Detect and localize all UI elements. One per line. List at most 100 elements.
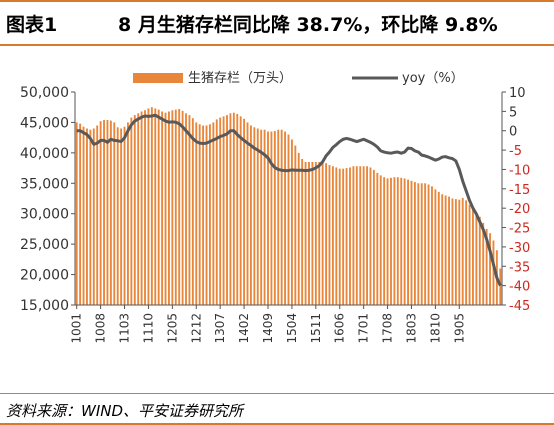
- bar-25: [161, 111, 164, 305]
- bar-78: [342, 168, 345, 305]
- bar-22: [150, 107, 153, 306]
- bar-101: [420, 183, 423, 305]
- bar-38: [205, 125, 208, 305]
- bar-79: [345, 168, 348, 305]
- bar-35: [195, 122, 198, 306]
- chart: 生猪存栏（万头） yoy（%） 15,000 20,000 25,000 30,000…: [20, 71, 530, 344]
- bar-86: [369, 167, 372, 305]
- bar-41: [215, 119, 218, 305]
- legend-line-label: yoy（%）: [402, 71, 464, 86]
- bar-108: [444, 195, 447, 305]
- bar-49: [243, 118, 246, 305]
- x-tick-label-2: 1103: [118, 313, 132, 344]
- y-left-tick-label-6: 45,000: [20, 115, 69, 131]
- bar-89: [379, 175, 382, 305]
- x-tick-label-12: 1701: [357, 313, 371, 344]
- bar-122: [492, 240, 495, 305]
- bar-114: [465, 200, 468, 305]
- bar-54: [260, 129, 263, 305]
- bar-60: [280, 129, 283, 305]
- bar-90: [383, 177, 386, 305]
- x-tick-label-11: 1606: [333, 313, 347, 344]
- y-right-tick-label-7: -10: [509, 163, 530, 178]
- x-tick-label-9: 1504: [285, 313, 299, 344]
- bar-58: [273, 130, 276, 305]
- bar-18: [137, 113, 140, 305]
- bar-88: [376, 172, 379, 305]
- bar-21: [147, 108, 150, 306]
- bar-47: [236, 113, 239, 305]
- x-tick-label-3: 1110: [141, 313, 155, 344]
- bar-103: [427, 184, 430, 305]
- bar-62: [287, 134, 290, 305]
- y-right-tick-label-10: 5: [509, 105, 517, 120]
- bar-115: [468, 204, 471, 305]
- y-left-tick-label-5: 40,000: [20, 146, 69, 162]
- bar-34: [191, 118, 194, 305]
- bar-10: [109, 120, 112, 305]
- bar-107: [441, 194, 444, 305]
- y-left-tick-label-1: 20,000: [20, 268, 69, 284]
- y-right-tick-label-0: -45: [509, 299, 530, 314]
- y-left-tick-label-4: 35,000: [20, 176, 69, 192]
- bar-43: [222, 116, 225, 305]
- bar-46: [232, 112, 235, 305]
- bar-27: [168, 111, 170, 305]
- bar-17: [133, 115, 136, 305]
- bar-24: [157, 109, 160, 306]
- bar-96: [403, 178, 406, 305]
- bar-56: [267, 131, 269, 305]
- bar-1: [79, 123, 82, 306]
- x-tick-label-6: 1307: [213, 313, 227, 344]
- bar-0: [75, 122, 78, 306]
- bar-51: [249, 125, 252, 305]
- x-tick-label-1: 1008: [94, 313, 108, 344]
- legend-bar-swatch: [133, 73, 183, 83]
- bar-15: [127, 122, 129, 306]
- bar-57: [270, 131, 273, 305]
- bar-7: [99, 121, 102, 306]
- figure-footer: 资料来源：WIND、平安证券研究所: [0, 393, 554, 425]
- legend-bar-label: 生猪存栏（万头）: [188, 71, 292, 86]
- bar-14: [123, 126, 126, 305]
- bar-100: [417, 183, 420, 305]
- bar-116: [472, 208, 474, 305]
- bar-66: [301, 158, 304, 305]
- legend: 生猪存栏（万头） yoy（%）: [133, 71, 464, 86]
- bar-26: [164, 112, 167, 305]
- bar-36: [198, 124, 201, 305]
- bar-19: [140, 111, 143, 305]
- bar-50: [246, 122, 249, 306]
- bar-23: [154, 108, 157, 306]
- x-tick-label-7: 1402: [237, 313, 251, 344]
- bar-112: [458, 199, 461, 305]
- bar-29: [174, 109, 177, 306]
- bar-109: [448, 196, 450, 305]
- bar-11: [113, 122, 116, 306]
- bar-13: [120, 128, 123, 305]
- y-right-tick-label-3: -30: [509, 241, 530, 256]
- bar-68: [308, 161, 310, 305]
- bar-95: [400, 177, 403, 305]
- bar-53: [256, 128, 259, 305]
- bar-92: [390, 177, 392, 305]
- x-tick-label-13: 1708: [381, 313, 395, 344]
- axes: 15,000 20,000 25,000 30,000 35,000 40,000 45,0…: [20, 85, 530, 344]
- x-tick-label-5: 1212: [189, 313, 203, 344]
- bar-12: [116, 127, 119, 305]
- y-left-tick-label-2: 25,000: [20, 237, 69, 253]
- bar-70: [314, 161, 317, 305]
- bar-74: [328, 165, 331, 305]
- bar-67: [304, 161, 307, 305]
- x-tick-label-0: 1001: [70, 313, 84, 344]
- y-right-tick-label-5: -20: [509, 202, 530, 217]
- bar-65: [297, 152, 300, 305]
- bar-5: [92, 128, 95, 305]
- bar-102: [424, 183, 427, 305]
- y-right-tick-label-6: -15: [509, 183, 530, 198]
- x-tick-label-16: 1905: [452, 313, 466, 344]
- bar-4: [89, 129, 92, 305]
- bar-91: [386, 178, 389, 305]
- bar-32: [185, 113, 187, 305]
- bar-59: [277, 129, 280, 305]
